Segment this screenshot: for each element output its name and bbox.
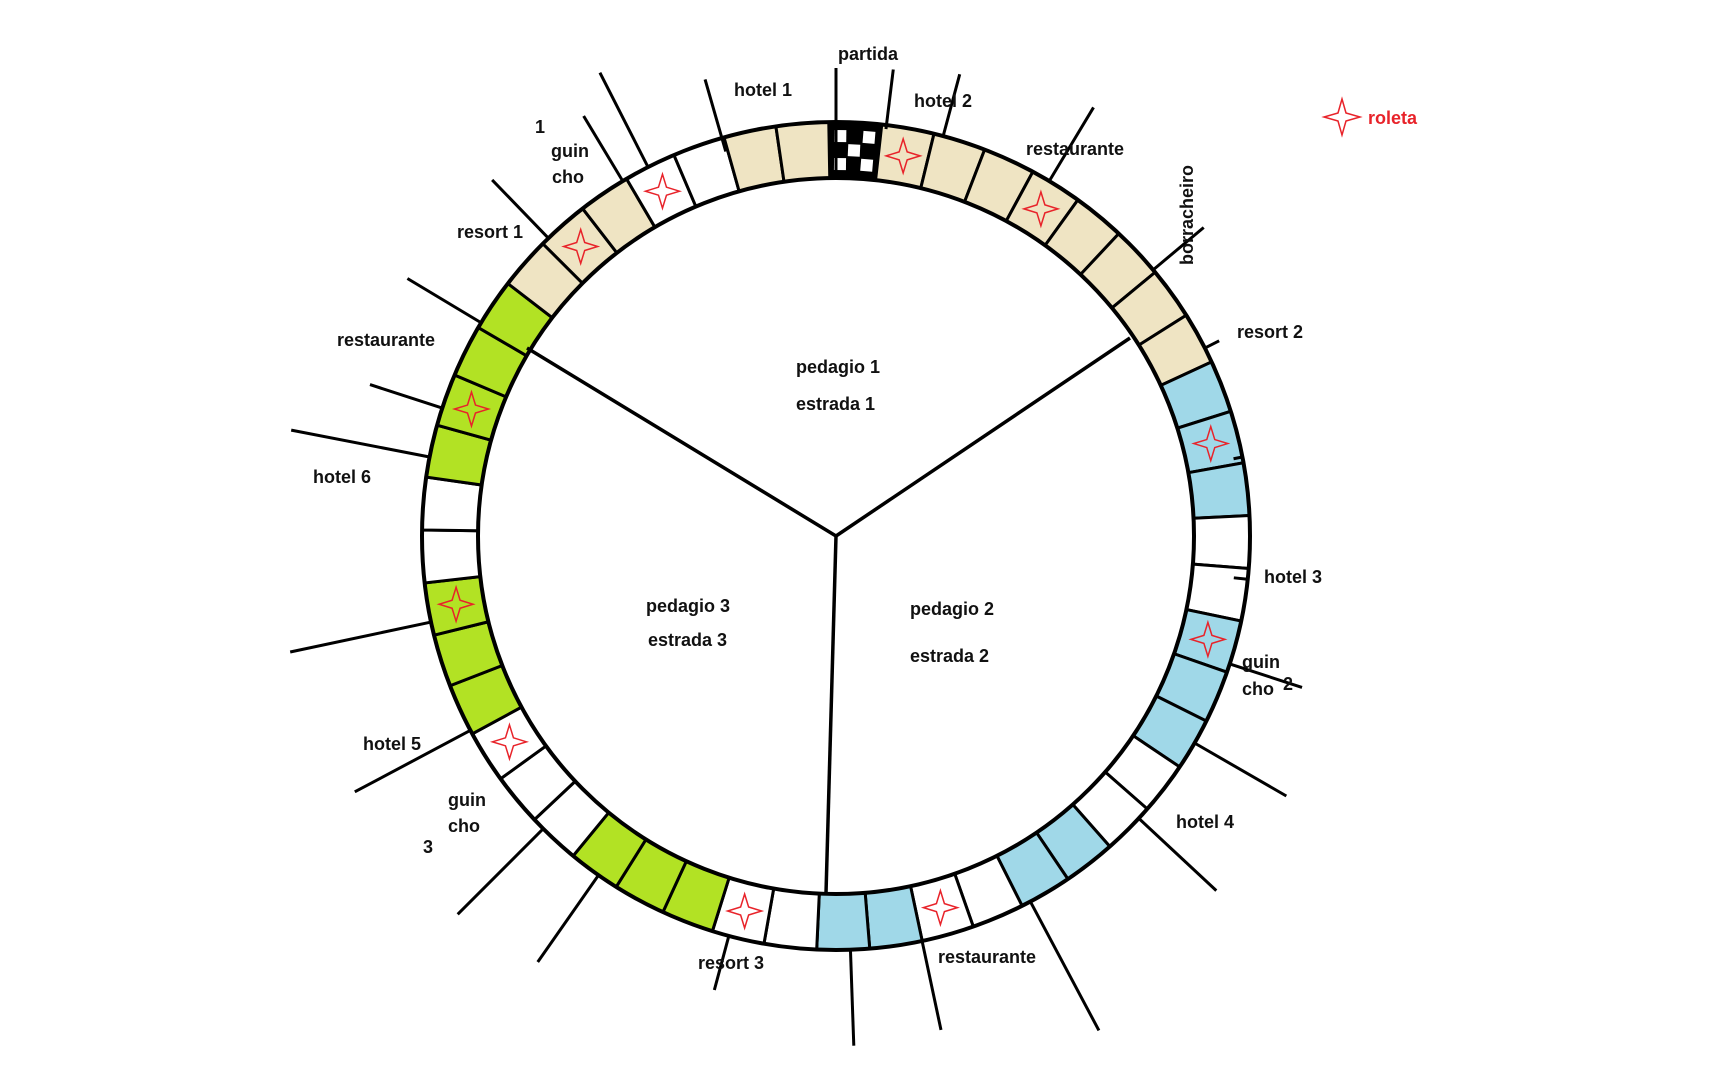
track-inner-ring: [476, 176, 1196, 896]
legend-label: roleta: [1368, 108, 1418, 128]
divider-tick: [1029, 900, 1101, 1032]
divider-tick: [712, 935, 731, 991]
divider-tick: [290, 428, 430, 459]
road-dividers: [526, 336, 1131, 894]
star-icon: [489, 722, 530, 762]
star-icon: [1021, 189, 1061, 229]
zone-1-toll-label: pedagio 1: [796, 357, 880, 377]
board-space: [815, 891, 872, 952]
divider-tick: [1137, 817, 1218, 892]
spoke-line: [526, 346, 837, 538]
divider-tick: [289, 620, 432, 654]
star-icon: [1191, 424, 1231, 464]
label-guincho-2b: cho: [1242, 679, 1274, 699]
divider-tick: [941, 73, 962, 137]
track-outer-ring: [420, 120, 1252, 952]
zone-3-toll-label: pedagio 3: [646, 596, 730, 616]
divider-tick: [491, 178, 550, 240]
roulette-markers: [436, 136, 1231, 931]
checker-square: [847, 144, 861, 157]
divider-tick: [369, 383, 443, 410]
label-borracheiro: borracheiro: [1177, 165, 1197, 265]
divider-tick: [848, 949, 856, 1046]
divider-tick: [1229, 662, 1303, 689]
spoke-line: [824, 535, 838, 894]
zone-1: pedagio 1 estrada 1: [796, 357, 880, 414]
star-icon: [436, 584, 476, 624]
star-icon: [920, 888, 960, 928]
label-guincho-1c: cho: [552, 167, 584, 187]
zone-2-toll-label: pedagio 2: [910, 599, 994, 619]
zone-1-road-label: estrada 1: [796, 394, 875, 414]
divider-tick: [1152, 226, 1205, 272]
label-guincho-1b: guin: [551, 141, 589, 161]
label-guincho-1a: 1: [535, 117, 545, 137]
zone-3-road-label: estrada 3: [648, 630, 727, 650]
star-icon: [883, 136, 923, 176]
label-hotel-5: hotel 5: [363, 734, 421, 754]
board-space: [863, 884, 924, 951]
label-hotel-2: hotel 2: [914, 91, 972, 111]
checker-square: [860, 158, 874, 172]
star-icon: [451, 389, 492, 429]
divider-tick: [884, 69, 895, 130]
label-guincho-2a: guin: [1242, 652, 1280, 672]
label-guincho-3b: cho: [448, 816, 480, 836]
label-guincho-3a: guin: [448, 790, 486, 810]
divider-tick: [920, 940, 943, 1031]
zone-3: pedagio 3 estrada 3: [646, 596, 730, 650]
divider-tick: [354, 729, 472, 794]
divider-tick: [1047, 106, 1095, 182]
label-partida: partida: [838, 44, 899, 64]
divider-tick: [536, 874, 600, 963]
spoke-line: [835, 336, 1131, 538]
space-labels: partida hotel 1 hotel 2 restaurante borr…: [313, 44, 1322, 973]
divider-tick: [1193, 741, 1288, 798]
label-hotel-3: hotel 3: [1264, 567, 1322, 587]
label-resort-2: resort 2: [1237, 322, 1303, 342]
star-icon: [1321, 96, 1363, 138]
divider-tick: [598, 71, 650, 168]
label-hotel-6: hotel 6: [313, 467, 371, 487]
board-space: [1186, 461, 1252, 520]
label-hotel-1: hotel 1: [734, 80, 792, 100]
divider-tick: [1233, 576, 1248, 581]
zone-2: pedagio 2 estrada 2: [910, 599, 994, 666]
label-restaurante-1: restaurante: [1026, 139, 1124, 159]
label-restaurante-3: restaurante: [337, 330, 435, 350]
zone-2-road-label: estrada 2: [910, 646, 989, 666]
star-icon: [725, 891, 765, 931]
divider-tick: [1204, 339, 1220, 350]
board-space: [1191, 513, 1252, 571]
divider-tick: [456, 827, 545, 916]
label-guincho-2c: 2: [1283, 674, 1293, 694]
legend: roleta: [1321, 96, 1418, 138]
star-icon: [1188, 619, 1228, 659]
label-resort-1: resort 1: [457, 222, 523, 242]
star-icon: [642, 171, 683, 211]
board-space: [774, 120, 832, 184]
divider-tick: [582, 115, 625, 182]
label-hotel-4: hotel 4: [1176, 812, 1234, 832]
label-guincho-3c: 3: [423, 837, 433, 857]
label-resort-3: resort 3: [698, 953, 764, 973]
divider-tick: [406, 277, 482, 325]
star-icon: [561, 226, 601, 267]
checker-square: [862, 130, 876, 144]
board-space: [420, 528, 482, 585]
label-restaurante-2: restaurante: [938, 947, 1036, 967]
